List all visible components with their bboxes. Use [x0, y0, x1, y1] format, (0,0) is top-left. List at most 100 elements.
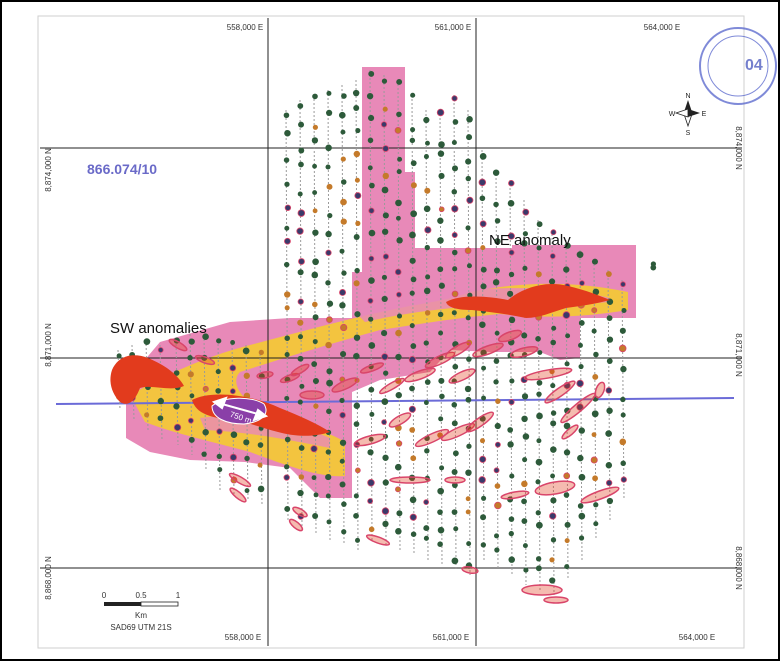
drill-hole [451, 310, 457, 316]
drill-hole [438, 172, 445, 180]
drill-hole [577, 503, 584, 509]
drill-hole [579, 280, 585, 286]
drill-hole [397, 156, 403, 162]
drill-hole [605, 387, 613, 394]
drill-hole [563, 422, 571, 430]
drill-hole [436, 108, 445, 117]
drill-hole [339, 439, 347, 446]
drill-hole [521, 518, 528, 524]
drill-hole [409, 290, 415, 296]
drill-hole [452, 450, 459, 457]
drill-hole [550, 497, 557, 504]
drill-hole [620, 460, 626, 467]
drill-hole [451, 189, 458, 195]
drill-hole [494, 218, 501, 224]
drill-hole [243, 372, 250, 379]
drill-hole [493, 358, 500, 364]
drill-hole [605, 430, 612, 437]
drill-hole [353, 402, 361, 409]
drill-hole [562, 311, 571, 319]
minor-anomaly [509, 345, 539, 359]
drill-hole [480, 245, 486, 251]
drill-hole [590, 456, 598, 464]
drill-hole [297, 489, 304, 497]
drill-hole [452, 119, 459, 125]
drill-hole [453, 526, 459, 532]
drill-hole [564, 242, 571, 249]
drill-hole [396, 291, 402, 298]
drill-hole [284, 305, 290, 311]
drill-hole [451, 290, 459, 298]
drill-hole [394, 126, 402, 134]
drill-hole [592, 373, 599, 380]
drill-hole [591, 432, 597, 438]
minor-anomaly [228, 472, 252, 488]
drill-hole [339, 350, 347, 358]
drill-hole [578, 320, 585, 326]
drill-hole [355, 467, 361, 474]
drill-hole [605, 271, 612, 277]
drill-hole [563, 266, 570, 273]
sw-anomaly-west [110, 355, 184, 404]
drill-hole [508, 271, 515, 278]
drill-hole [606, 336, 614, 343]
minor-anomaly [290, 363, 310, 377]
minor-anomaly [194, 354, 216, 366]
drill-hole [353, 421, 360, 427]
drill-hole [563, 472, 571, 480]
drill-hole [297, 191, 303, 197]
minor-anomaly [500, 490, 530, 500]
drill-hole [478, 476, 486, 484]
drill-hole [396, 111, 402, 118]
drill-hole [382, 172, 389, 180]
drill-hole [326, 316, 333, 324]
minor-anomaly [448, 368, 476, 384]
drill-hole [367, 137, 374, 144]
drill-hole [423, 287, 431, 295]
drill-hole [381, 330, 388, 337]
minor-anomaly [229, 487, 247, 503]
drill-hole [368, 255, 375, 262]
drill-hole [312, 229, 319, 236]
drill-hole [340, 129, 346, 135]
drill-hole [492, 279, 500, 286]
drill-hole [508, 530, 514, 537]
drill-trace [327, 89, 331, 541]
svg-text:E: E [702, 111, 707, 118]
drill-hole [312, 301, 318, 308]
north-arrow-icon: N S W E [669, 93, 707, 137]
drill-hole [229, 388, 236, 395]
drill-hole [216, 453, 222, 460]
drill-hole [325, 341, 332, 349]
drill-hole [326, 300, 334, 307]
drill-hole [438, 206, 445, 213]
easting-tick-bottom: 564,000 E [679, 633, 715, 642]
drill-hole [464, 247, 472, 254]
drill-hole [257, 485, 265, 493]
minor-anomaly [365, 534, 391, 546]
drill-hole [410, 182, 417, 189]
drill-hole [367, 449, 374, 456]
drill-hole [522, 208, 530, 216]
drill-hole [339, 302, 346, 309]
drill-hole [409, 137, 416, 144]
minor-anomaly [292, 506, 308, 518]
drill-hole [217, 467, 223, 473]
drill-hole [550, 420, 557, 427]
drill-hole [284, 237, 291, 245]
drill-hole [425, 274, 431, 280]
drill-hole [284, 291, 291, 298]
drill-hole [480, 542, 487, 548]
drill-hole [409, 231, 416, 239]
drill-hole [451, 469, 458, 476]
drill-hole [353, 234, 360, 240]
drill-hole [521, 332, 528, 339]
drill-hole [188, 436, 195, 443]
drill-hole [550, 446, 557, 453]
drill-hole [326, 183, 333, 190]
drill-hole [297, 399, 303, 405]
minor-anomaly [534, 480, 576, 496]
drill-trace [425, 109, 429, 561]
drill-trace [175, 339, 179, 446]
